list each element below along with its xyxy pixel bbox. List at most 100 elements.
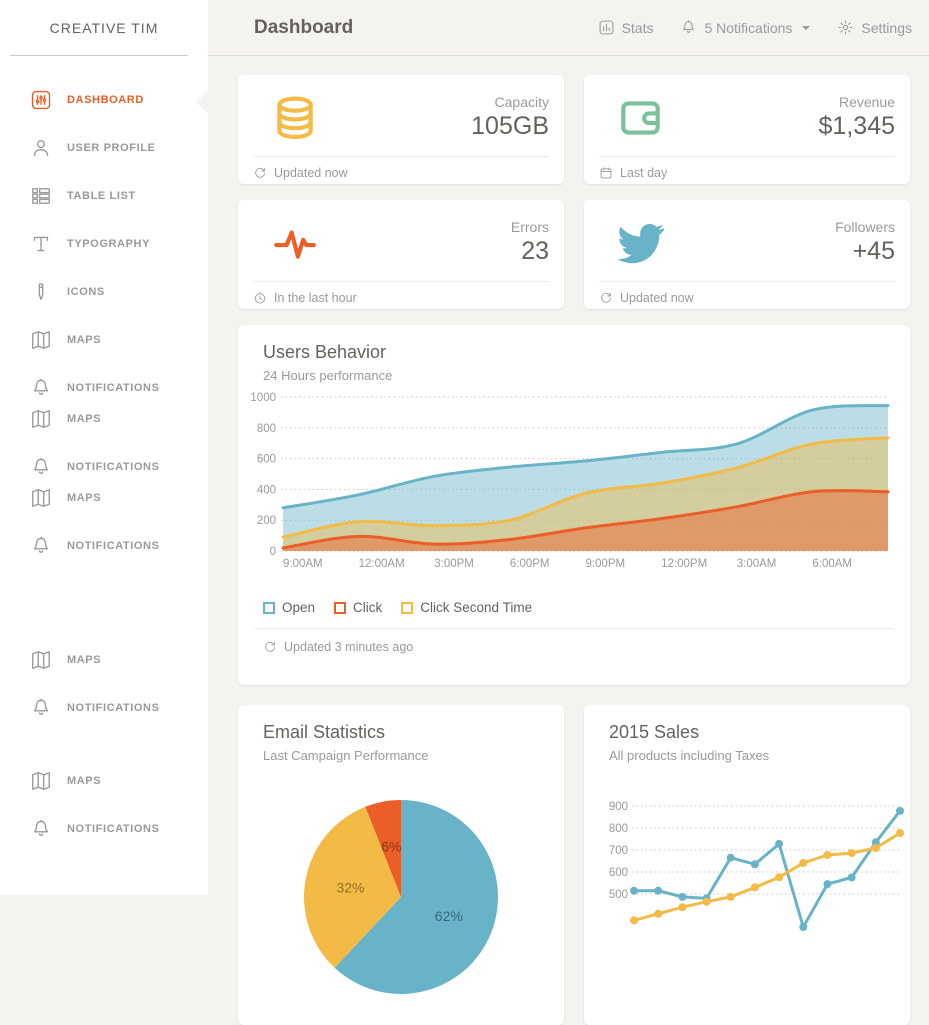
divider — [253, 281, 549, 282]
sidebar-nav: DASHBOARD USER PROFILE TABLE LIST TYPOGR… — [0, 55, 208, 853]
sidebar-item-notifications[interactable]: NOTIFICATIONS — [0, 522, 208, 570]
divider — [253, 156, 549, 157]
svg-text:600: 600 — [257, 454, 276, 466]
table-icon — [30, 185, 52, 207]
sidebar-item-label: TABLE LIST — [67, 190, 136, 202]
errors-card: Errors 23 In the last hour — [238, 200, 564, 309]
chevron-down-icon — [802, 25, 811, 30]
sidebar-item-notifications[interactable]: NOTIFICATIONS — [0, 443, 208, 491]
bell-icon — [30, 456, 52, 478]
svg-text:500: 500 — [609, 889, 628, 901]
sidebar-item-maps[interactable]: MAPS — [0, 757, 208, 805]
sidebar-item-label: ICONS — [67, 286, 105, 298]
top-navbar: Dashboard Stats 5 Notifications Settings — [208, 0, 929, 56]
email-statistics-pie-chart: 62% 32% 6% — [304, 800, 498, 994]
gear-icon — [837, 19, 854, 36]
database-icon — [253, 93, 337, 143]
user-icon — [30, 137, 52, 159]
svg-text:9:00AM: 9:00AM — [283, 558, 323, 570]
svg-text:6%: 6% — [381, 839, 401, 855]
revenue-card: Revenue $1,345 Last day — [584, 75, 910, 184]
map-icon — [30, 649, 52, 671]
sidebar-item-notifications[interactable]: NOTIFICATIONS — [0, 805, 208, 853]
capacity-card: Capacity 105GB Updated now — [238, 75, 564, 184]
chart-title: Email Statistics — [263, 722, 386, 742]
users-behavior-card: Users Behavior 24 Hours performance 0 200… — [238, 325, 910, 685]
bell-icon — [30, 535, 52, 557]
stats-link[interactable]: Stats — [598, 19, 654, 36]
legend-label: Open — [282, 600, 316, 615]
svg-text:12:00PM: 12:00PM — [661, 558, 707, 570]
stat-label: Capacity — [494, 94, 549, 110]
stat-label: Revenue — [838, 94, 895, 110]
svg-text:600: 600 — [609, 867, 628, 879]
email-statistics-card: Email Statistics Last Campaign Performan… — [238, 705, 564, 1025]
stat-value: 105GB — [471, 112, 549, 140]
sidebar-item-icons[interactable]: ICONS — [0, 268, 208, 316]
map-icon — [30, 408, 52, 430]
legend-item-click-second-time: Click Second Time — [401, 600, 532, 615]
chart-footer-text: Updated 3 minutes ago — [284, 640, 414, 654]
bell-icon — [30, 818, 52, 840]
stats-label: Stats — [621, 19, 654, 36]
sidebar-item-table-list[interactable]: TABLE LIST — [0, 172, 208, 220]
users-behavior-area-chart: 0 200 400 600 800 1000 9:00AM 12:00AM 3:00PM 6:00… — [250, 392, 890, 570]
svg-text:3:00PM: 3:00PM — [434, 558, 474, 570]
sidebar-item-maps[interactable]: MAPS — [0, 316, 208, 364]
bell-icon — [30, 697, 52, 719]
sidebar-item-label: TYPOGRAPHY — [67, 238, 151, 250]
pencil-icon — [30, 281, 52, 303]
stat-footer-text: In the last hour — [274, 291, 357, 305]
sidebar-item-label: MAPS — [67, 654, 102, 666]
svg-text:9:00PM: 9:00PM — [586, 558, 626, 570]
brand-logo[interactable]: CREATIVE TIM — [49, 19, 159, 36]
legend-label: Click — [353, 600, 383, 615]
sales-2015-card: 2015 Sales All products including Taxes … — [584, 705, 910, 1025]
svg-text:6:00AM: 6:00AM — [812, 558, 852, 570]
stat-cards-row-2: Errors 23 In the last hour Followers +45 — [238, 200, 910, 309]
sidebar-item-label: MAPS — [67, 492, 102, 504]
divider — [599, 281, 895, 282]
pulse-icon — [253, 218, 337, 268]
svg-text:12:00AM: 12:00AM — [359, 558, 405, 570]
map-icon — [30, 487, 52, 509]
sidebar-item-notifications[interactable]: NOTIFICATIONS — [0, 684, 208, 732]
bell-icon — [680, 19, 697, 36]
settings-link[interactable]: Settings — [837, 19, 912, 36]
svg-text:900: 900 — [609, 801, 628, 813]
chart-box-icon — [598, 19, 615, 36]
followers-card: Followers +45 Updated now — [584, 200, 910, 309]
main-area: Dashboard Stats 5 Notifications Settings — [208, 0, 929, 1025]
sidebar-item-label: NOTIFICATIONS — [67, 461, 160, 473]
legend-swatch — [401, 601, 414, 614]
stat-footer-text: Updated now — [274, 166, 348, 180]
sidebar-item-label: USER PROFILE — [67, 142, 156, 154]
sidebar-item-typography[interactable]: TYPOGRAPHY — [0, 220, 208, 268]
navbar-links: Stats 5 Notifications Settings — [598, 19, 912, 36]
svg-text:800: 800 — [257, 423, 276, 435]
sidebar-item-notifications[interactable]: NOTIFICATIONS — [0, 364, 208, 412]
bottom-cards-row: Email Statistics Last Campaign Performan… — [238, 705, 910, 1025]
sidebar-item-label: MAPS — [67, 775, 102, 787]
sidebar-item-dashboard[interactable]: DASHBOARD — [0, 76, 208, 124]
page-title: Dashboard — [254, 16, 354, 38]
legend-label: Click Second Time — [420, 600, 533, 615]
stat-value: $1,345 — [818, 112, 895, 140]
legend-item-open: Open — [263, 600, 315, 615]
chart-legend: Open Click Click Second Time — [263, 600, 910, 615]
sidebar-item-maps[interactable]: MAPS — [0, 636, 208, 684]
typography-icon — [30, 233, 52, 255]
sidebar-item-user-profile[interactable]: USER PROFILE — [0, 124, 208, 172]
svg-text:400: 400 — [257, 484, 276, 496]
sidebar-item-maps[interactable]: MAPS — [0, 474, 208, 522]
chart-subtitle: Last Campaign Performance — [263, 748, 429, 763]
notifications-dropdown[interactable]: 5 Notifications — [680, 19, 811, 36]
sidebar-item-label: MAPS — [67, 413, 102, 425]
content-area: Capacity 105GB Updated now Revenue $1,34… — [208, 56, 929, 1025]
svg-text:32%: 32% — [336, 879, 364, 895]
svg-text:6:00PM: 6:00PM — [510, 558, 550, 570]
sidebar-item-maps[interactable]: MAPS — [0, 395, 208, 443]
refresh-icon — [253, 166, 267, 180]
svg-text:0: 0 — [270, 546, 276, 558]
svg-text:200: 200 — [257, 515, 276, 527]
